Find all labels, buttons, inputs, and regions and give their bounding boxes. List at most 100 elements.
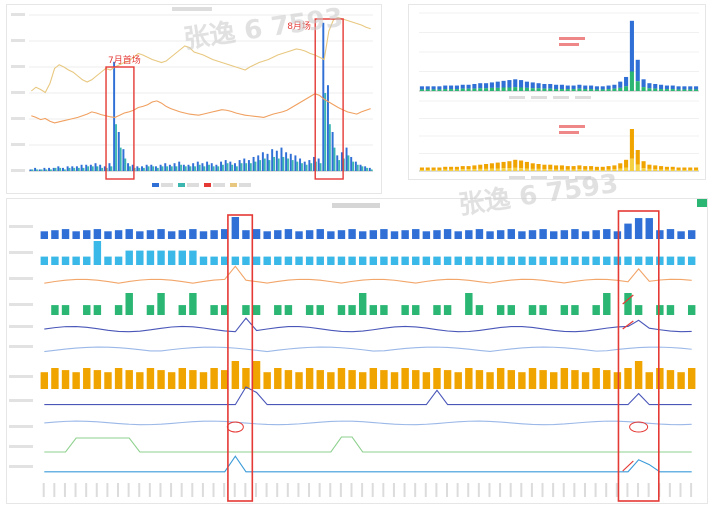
x-tick-placeholder: [350, 483, 353, 497]
x-tick-placeholder: [552, 483, 555, 497]
x-tick-placeholder: [414, 483, 417, 497]
bar-series-2: [96, 166, 99, 171]
lower-bar-top: [460, 166, 465, 170]
bar-series-1: [210, 163, 213, 171]
row1-bar: [358, 231, 367, 239]
row7-bar: [284, 370, 293, 389]
bar-series-2: [119, 147, 122, 171]
lower-bar-bottom: [565, 169, 570, 171]
lower-bar-bottom: [682, 169, 687, 171]
annotation-august: 8月场: [287, 21, 311, 32]
row2-bar: [252, 256, 261, 265]
x-tick-placeholder: [127, 483, 130, 497]
bar-series-2: [54, 167, 57, 171]
row5-line: [44, 317, 692, 333]
row4-bar: [412, 305, 420, 315]
note-placeholder: [559, 131, 579, 134]
row4-bar: [507, 305, 515, 315]
x-tick-placeholder: [530, 483, 533, 497]
legend-placeholder: [553, 96, 569, 99]
lower-bar-top: [501, 161, 506, 169]
row4-bar: [687, 305, 696, 315]
lower-bar-bottom: [431, 169, 436, 171]
upper-bar-bottom: [682, 89, 687, 91]
row1-bar: [634, 218, 643, 239]
x-tick-placeholder: [679, 483, 682, 497]
legend-label-placeholder: [161, 183, 173, 187]
lower-bar-bottom: [583, 169, 588, 171]
bar-series-1: [368, 167, 371, 171]
x-tick-placeholder: [456, 483, 459, 497]
bar-series-2: [101, 167, 104, 171]
row2-bar: [125, 250, 133, 265]
row2-bar: [93, 241, 102, 265]
row4-bar: [560, 305, 569, 315]
lower-bar-bottom: [542, 169, 547, 171]
bar-series-1: [168, 164, 171, 171]
row7-bar: [677, 372, 685, 389]
row2-bar: [178, 250, 186, 265]
bar-series-1: [271, 149, 274, 171]
row4-bar: [348, 305, 356, 315]
lower-bar-bottom: [449, 169, 454, 171]
bar-series-2: [324, 93, 327, 171]
row2-bar: [221, 256, 229, 265]
row1-bar: [146, 230, 155, 239]
row4-bar: [252, 305, 261, 315]
lower-bar-top: [431, 167, 436, 170]
row1-bar: [295, 231, 303, 239]
lower-bar-bottom: [419, 169, 424, 171]
upper-bar-bottom: [484, 88, 489, 91]
bar-series-2: [147, 166, 150, 171]
row2-bar: [51, 256, 59, 265]
bar-series-2: [310, 163, 313, 171]
row1-bar: [252, 229, 261, 239]
row2-bar: [465, 256, 473, 265]
annotation-july: 7月首场: [108, 54, 141, 66]
upper-bar-top: [600, 86, 605, 90]
bar-series-2: [226, 163, 229, 171]
row4-bar: [221, 305, 229, 315]
row2-bar: [634, 256, 643, 265]
lower-bar-bottom: [606, 169, 611, 171]
lower-bar-top: [676, 167, 681, 170]
x-tick-placeholder: [286, 483, 289, 497]
row2-bar: [210, 256, 218, 265]
bar-series-1: [285, 152, 288, 171]
upper-bar-top: [495, 81, 500, 88]
row-label-placeholder: [9, 345, 33, 348]
bar-series-1: [29, 169, 32, 171]
row1-bar: [401, 230, 409, 239]
row1-bar: [274, 230, 282, 239]
upper-bar-top: [612, 84, 617, 89]
row4-bar: [274, 305, 282, 315]
lower-bar-bottom: [653, 169, 658, 171]
lower-bar-top: [641, 161, 646, 169]
x-tick-placeholder: [467, 483, 470, 497]
row4-bar: [114, 305, 123, 315]
lower-bar-bottom: [425, 169, 430, 171]
row7-bar: [157, 370, 165, 389]
bar-series-1: [234, 163, 236, 171]
row1-bar: [210, 230, 218, 239]
row4-bar: [592, 305, 600, 315]
upper-bar-bottom: [618, 87, 623, 91]
row1-bar: [242, 230, 250, 239]
bar-series-1: [43, 167, 46, 171]
row2-bar: [242, 256, 250, 265]
row4-bar: [146, 305, 155, 315]
lower-bar-top: [624, 159, 629, 168]
lower-bar-bottom: [618, 168, 623, 171]
row2-bar: [677, 256, 685, 265]
row7-bar: [624, 368, 632, 389]
bar-series-2: [356, 164, 359, 171]
bar-series-2: [222, 164, 224, 171]
upper-bar-bottom: [653, 88, 658, 91]
bar-series-1: [80, 164, 83, 171]
x-tick-placeholder: [265, 483, 268, 497]
row4-bar: [337, 305, 346, 315]
bar-series-1: [52, 167, 55, 171]
row2-bar: [486, 256, 494, 265]
bar-series-1: [289, 153, 292, 171]
bar-series-1: [336, 155, 339, 171]
